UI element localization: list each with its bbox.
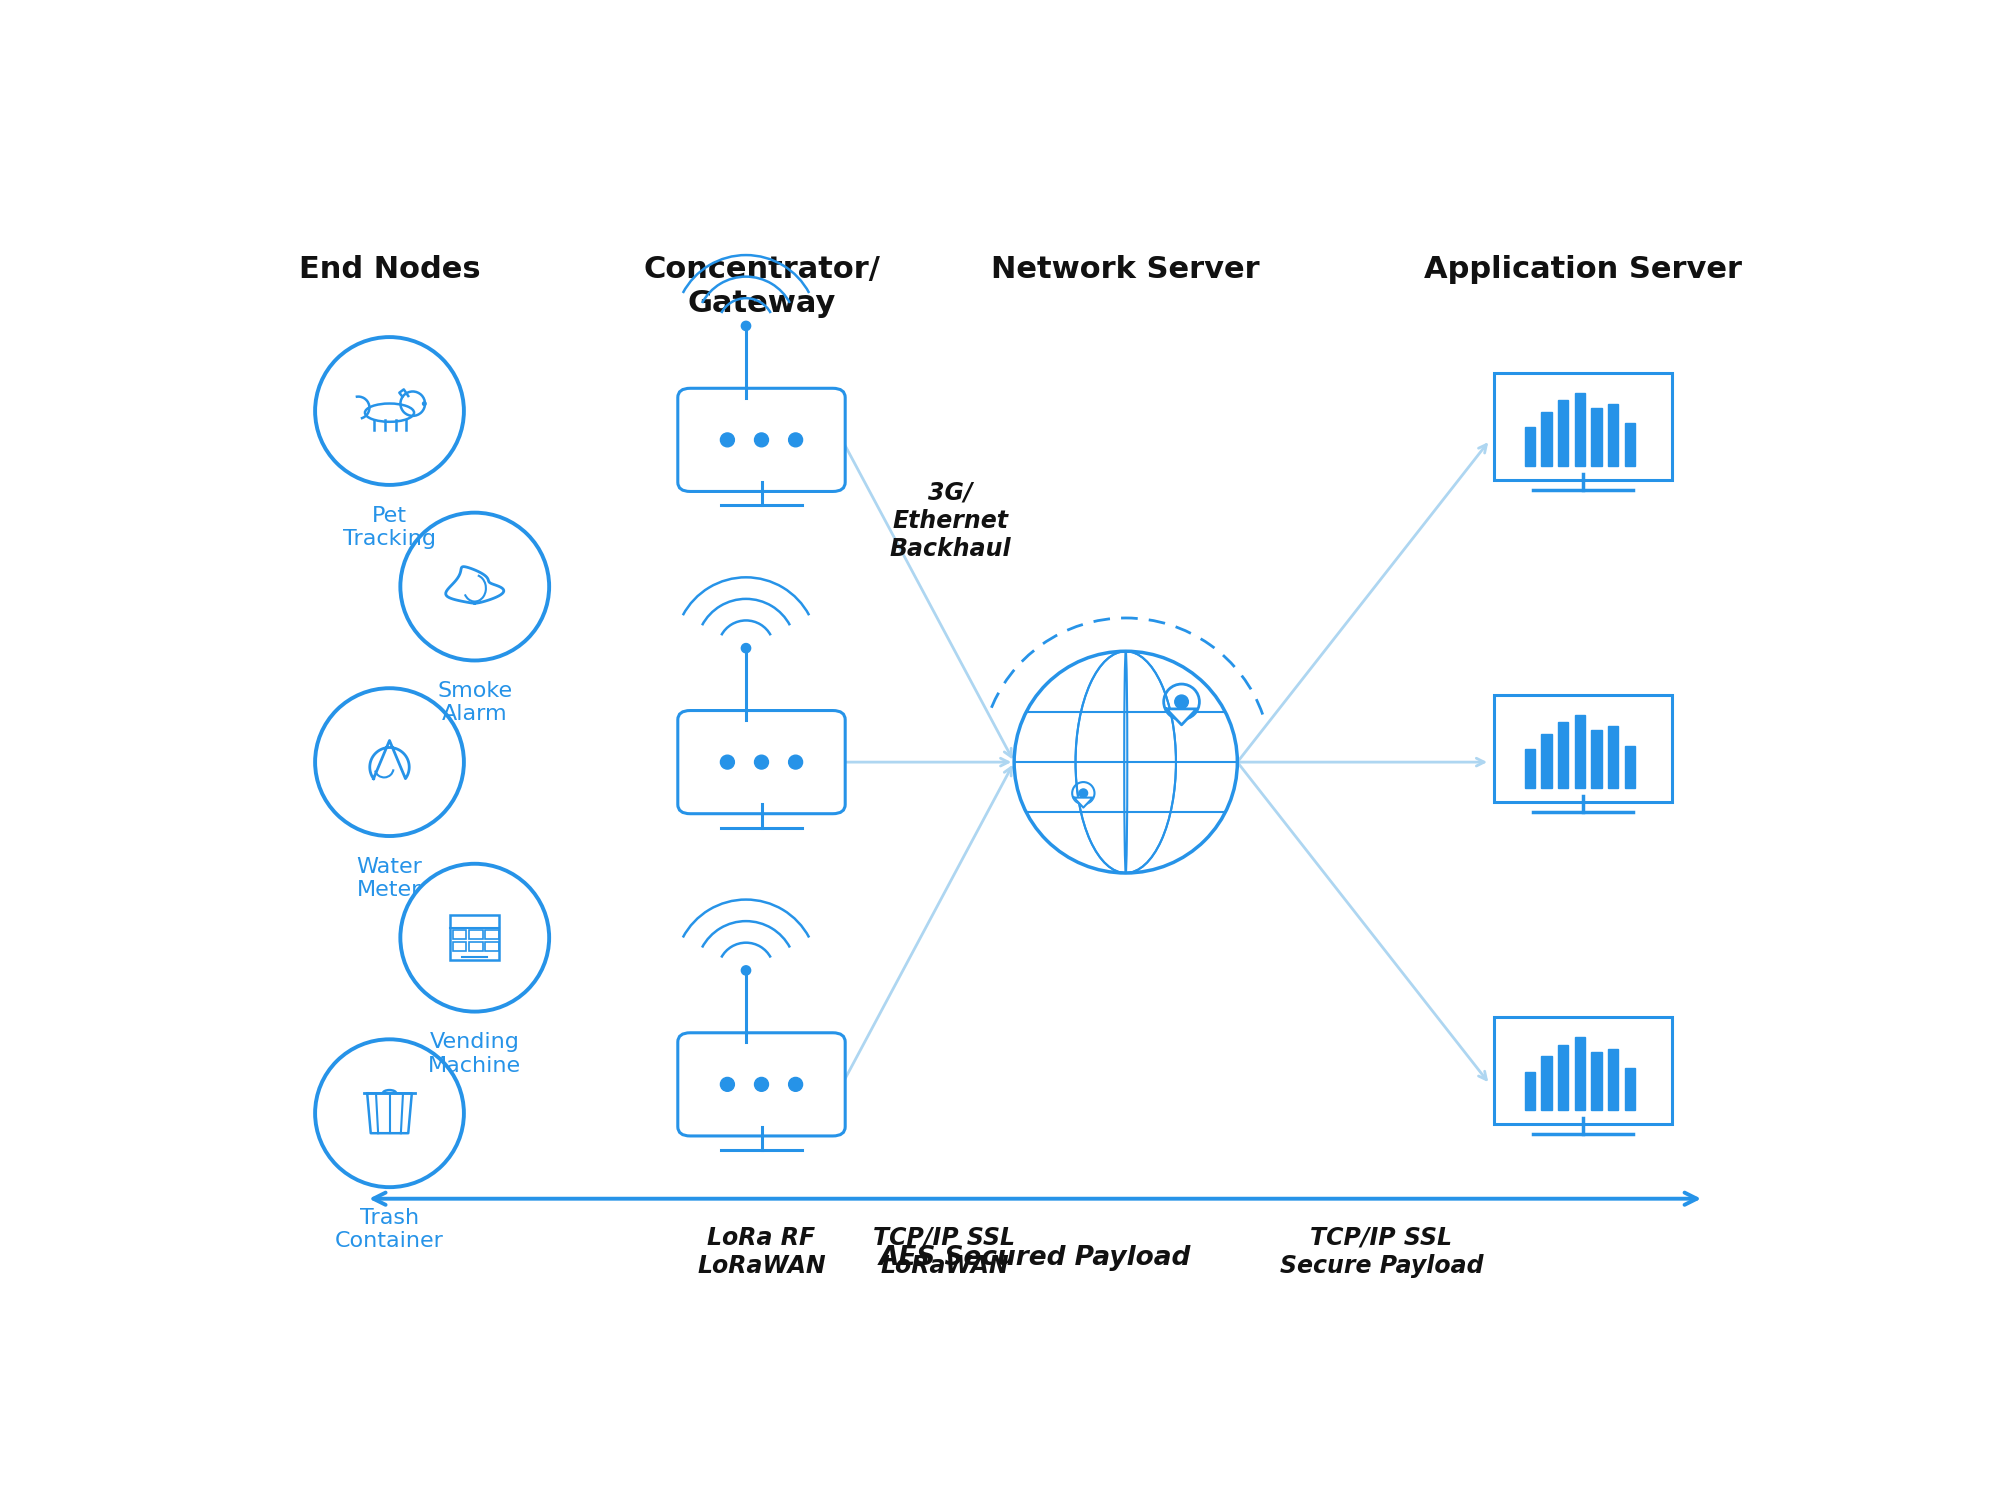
Bar — [1592, 408, 1602, 465]
Bar — [1608, 404, 1618, 465]
Text: Pet
Tracking: Pet Tracking — [344, 506, 436, 549]
Bar — [1592, 730, 1602, 788]
FancyBboxPatch shape — [678, 388, 846, 492]
Text: TCP/IP SSL
Secure Payload: TCP/IP SSL Secure Payload — [1280, 1226, 1484, 1278]
Ellipse shape — [754, 754, 768, 770]
FancyBboxPatch shape — [1494, 1017, 1672, 1124]
Text: AES Secured Payload: AES Secured Payload — [878, 1245, 1192, 1270]
Ellipse shape — [720, 754, 734, 770]
Ellipse shape — [742, 321, 750, 330]
Ellipse shape — [422, 402, 426, 405]
Text: Application Server: Application Server — [1424, 255, 1742, 284]
Ellipse shape — [754, 1077, 768, 1092]
Bar — [1574, 716, 1586, 788]
FancyBboxPatch shape — [1494, 372, 1672, 480]
Text: LoRa RF
LoRaWAN: LoRa RF LoRaWAN — [698, 1226, 826, 1278]
Bar — [1558, 723, 1568, 788]
Ellipse shape — [1080, 789, 1088, 798]
Ellipse shape — [742, 966, 750, 975]
Ellipse shape — [788, 433, 802, 447]
Text: Water
Meter: Water Meter — [356, 856, 422, 900]
Bar — [1624, 423, 1634, 465]
Bar — [1624, 746, 1634, 788]
Bar — [1524, 427, 1536, 465]
Bar — [1574, 393, 1586, 465]
Bar — [1524, 1071, 1536, 1110]
Ellipse shape — [720, 433, 734, 447]
Bar — [1558, 1044, 1568, 1110]
Bar — [1542, 1056, 1552, 1110]
Ellipse shape — [754, 433, 768, 447]
Bar — [1608, 726, 1618, 788]
Bar — [1524, 750, 1536, 788]
Text: Vending
Machine: Vending Machine — [428, 1032, 522, 1076]
Ellipse shape — [742, 644, 750, 652]
Text: Network Server: Network Server — [992, 255, 1260, 284]
Bar — [1608, 1048, 1618, 1110]
Text: Trash
Container: Trash Container — [336, 1208, 444, 1251]
Text: 3G/
Ethernet
Backhaul: 3G/ Ethernet Backhaul — [890, 482, 1012, 561]
Text: TCP/IP SSL
LoRaWAN: TCP/IP SSL LoRaWAN — [874, 1226, 1016, 1278]
Bar — [1574, 1036, 1586, 1110]
Polygon shape — [1166, 710, 1196, 724]
Text: Concentrator/
Gateway: Concentrator/ Gateway — [644, 255, 880, 318]
FancyBboxPatch shape — [678, 1034, 846, 1136]
Ellipse shape — [788, 754, 802, 770]
Bar — [1542, 734, 1552, 788]
Bar — [1558, 400, 1568, 465]
Ellipse shape — [788, 1077, 802, 1092]
Bar — [1542, 413, 1552, 465]
Ellipse shape — [720, 1077, 734, 1092]
Ellipse shape — [1174, 694, 1188, 708]
Bar — [1592, 1053, 1602, 1110]
Text: Smoke
Alarm: Smoke Alarm — [438, 681, 512, 724]
Text: End Nodes: End Nodes — [298, 255, 480, 284]
Bar — [1624, 1068, 1634, 1110]
FancyBboxPatch shape — [678, 711, 846, 813]
Polygon shape — [1074, 798, 1092, 807]
FancyBboxPatch shape — [1494, 694, 1672, 802]
